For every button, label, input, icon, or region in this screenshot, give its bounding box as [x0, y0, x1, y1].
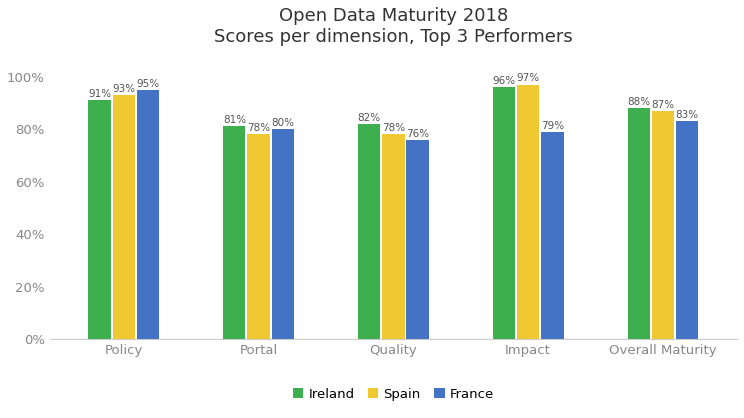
Bar [627, 108, 650, 339]
Text: 82%: 82% [358, 113, 381, 123]
Bar [137, 90, 159, 339]
Text: 88%: 88% [627, 97, 650, 107]
Text: 78%: 78% [247, 123, 270, 133]
Bar [272, 129, 294, 339]
Bar [541, 132, 563, 339]
Bar [382, 134, 405, 339]
Bar [248, 134, 270, 339]
Text: 80%: 80% [272, 118, 295, 128]
Text: 93%: 93% [112, 84, 135, 94]
Bar [517, 84, 539, 339]
Text: 97%: 97% [516, 74, 539, 84]
Text: 76%: 76% [406, 129, 429, 138]
Text: 81%: 81% [222, 115, 246, 125]
Title: Open Data Maturity 2018
Scores per dimension, Top 3 Performers: Open Data Maturity 2018 Scores per dimen… [214, 7, 573, 46]
Bar [676, 121, 699, 339]
Text: 91%: 91% [88, 89, 111, 99]
Bar [406, 140, 429, 339]
Bar [223, 127, 246, 339]
Bar [652, 111, 674, 339]
Text: 96%: 96% [493, 76, 516, 86]
Text: 79%: 79% [541, 121, 564, 131]
Text: 95%: 95% [136, 79, 160, 89]
Bar [112, 95, 135, 339]
Bar [89, 100, 111, 339]
Text: 78%: 78% [382, 123, 405, 133]
Text: 87%: 87% [651, 100, 675, 110]
Text: 83%: 83% [676, 110, 699, 120]
Bar [493, 87, 515, 339]
Bar [358, 124, 380, 339]
Legend: Ireland, Spain, France: Ireland, Spain, France [287, 382, 499, 406]
